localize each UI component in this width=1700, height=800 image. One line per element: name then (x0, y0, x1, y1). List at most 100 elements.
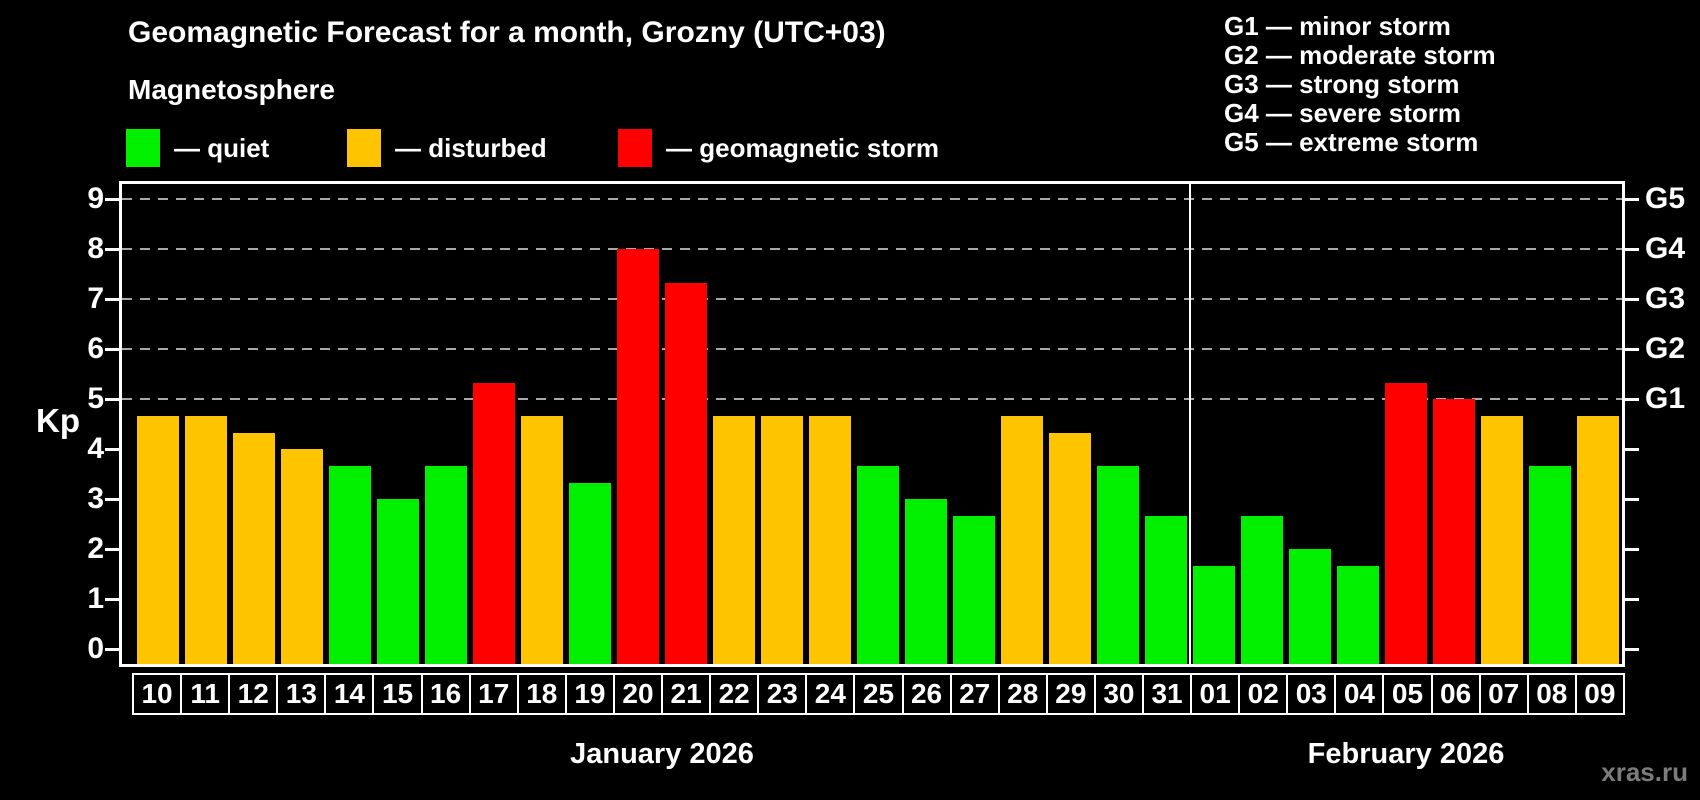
day-cell-22: 22 (709, 675, 757, 713)
kp-bar-19 (569, 482, 611, 664)
day-cell-06: 06 (1430, 675, 1479, 713)
day-cell-24: 24 (805, 675, 853, 713)
storm-scale-legend: G1 — minor storm G2 — moderate storm G3 … (1224, 12, 1496, 157)
kp-bar-13 (281, 449, 323, 664)
quiet-color-swatch (126, 129, 160, 167)
disturbed-legend-label: — disturbed (395, 132, 547, 163)
left-tick-3 (105, 498, 119, 501)
gridline-7 (122, 298, 1622, 300)
kp-bar-28 (1001, 415, 1043, 664)
legend-item-storm: — geomagnetic storm (618, 129, 939, 167)
left-tick-7 (105, 298, 119, 301)
day-cell-29: 29 (1045, 675, 1094, 713)
kp-bar-06 (1433, 399, 1475, 664)
y-tick-label-3: 3 (87, 482, 104, 515)
storm-color-swatch (618, 129, 652, 167)
y-tick-label-7: 7 (87, 282, 104, 315)
day-cell-15: 15 (372, 675, 420, 713)
right-tick-8 (1625, 248, 1639, 251)
kp-bar-22 (713, 415, 755, 664)
day-cell-21: 21 (661, 675, 709, 713)
g-scale-label-g3: G3 (1645, 282, 1686, 315)
day-cell-04: 04 (1334, 675, 1382, 713)
kp-bar-07 (1481, 415, 1523, 664)
g5-legend-line: G5 — extreme storm (1224, 127, 1479, 157)
kp-bar-24 (809, 415, 851, 664)
day-cell-17: 17 (468, 675, 517, 713)
day-cell-16: 16 (420, 675, 469, 713)
g2-legend-line: G2 — moderate storm (1224, 40, 1496, 70)
quiet-legend-label: — quiet (174, 132, 270, 163)
day-cell-14: 14 (324, 675, 372, 713)
gridline-8 (122, 248, 1622, 250)
kp-bar-12 (233, 432, 275, 664)
kp-bar-04 (1337, 565, 1379, 664)
right-tick-4 (1625, 448, 1639, 451)
chart-title: Geomagnetic Forecast for a month, Grozny… (128, 16, 886, 49)
right-tick-7 (1625, 298, 1639, 301)
kp-bar-26 (905, 499, 947, 664)
day-cell-03: 03 (1286, 675, 1334, 713)
day-cell-31: 31 (1141, 675, 1190, 713)
kp-bar-03 (1289, 549, 1331, 664)
day-cell-01: 01 (1190, 675, 1238, 713)
g-scale-label-g5: G5 (1645, 182, 1686, 215)
day-cell-26: 26 (901, 675, 950, 713)
g-scale-label-g1: G1 (1645, 382, 1686, 415)
kp-axis-label: Kp (36, 402, 80, 439)
day-cell-09: 09 (1574, 675, 1623, 713)
g4-legend-line: G4 — severe storm (1224, 98, 1462, 128)
g3-legend-line: G3 — strong storm (1224, 69, 1460, 99)
kp-bar-16 (425, 465, 467, 664)
day-cell-12: 12 (228, 675, 276, 713)
kp-bar-14 (329, 465, 371, 664)
day-cell-27: 27 (949, 675, 998, 713)
right-tick-1 (1625, 598, 1639, 601)
kp-bar-18 (521, 415, 563, 664)
right-tick-6 (1625, 348, 1639, 351)
day-cell-18: 18 (516, 675, 565, 713)
y-tick-label-1: 1 (87, 582, 104, 615)
right-tick-0 (1625, 648, 1639, 651)
y-tick-label-2: 2 (87, 532, 104, 565)
day-cell-28: 28 (997, 675, 1046, 713)
right-tick-5 (1625, 398, 1639, 401)
y-tick-label-6: 6 (87, 332, 104, 365)
kp-bar-27 (953, 515, 995, 664)
day-cell-25: 25 (853, 675, 901, 713)
left-tick-4 (105, 448, 119, 451)
kp-bar-21 (665, 282, 707, 664)
g-scale-label-g2: G2 (1645, 332, 1686, 365)
month-label-january: January 2026 (570, 738, 754, 770)
day-cell-13: 13 (276, 675, 324, 713)
kp-bar-11 (185, 415, 227, 664)
right-tick-9 (1625, 198, 1639, 201)
day-cell-08: 08 (1526, 675, 1575, 713)
month-label-february: February 2026 (1307, 738, 1505, 770)
kp-bar-25 (857, 465, 899, 664)
day-cell-23: 23 (757, 675, 805, 713)
gridline-9 (122, 198, 1622, 200)
g-scale-label-g4: G4 (1645, 232, 1686, 265)
kp-bar-15 (377, 499, 419, 664)
legend-item-quiet: — quiet (126, 129, 269, 167)
gridline-6 (122, 348, 1622, 350)
day-cell-19: 19 (564, 675, 613, 713)
kp-bar-09 (1577, 415, 1619, 664)
kp-bar-17 (473, 382, 515, 664)
left-tick-6 (105, 348, 119, 351)
kp-bar-08 (1529, 465, 1571, 664)
kp-bar-10 (137, 415, 179, 664)
legend-item-disturbed: — disturbed (347, 129, 547, 167)
day-cell-20: 20 (612, 675, 661, 713)
day-cell-05: 05 (1382, 675, 1430, 713)
storm-legend-label: — geomagnetic storm (666, 132, 940, 163)
left-tick-8 (105, 248, 119, 251)
kp-bar-29 (1049, 432, 1091, 664)
y-tick-label-5: 5 (87, 382, 104, 415)
disturbed-color-swatch (347, 129, 381, 167)
kp-bar-23 (761, 415, 803, 664)
day-cell-07: 07 (1478, 675, 1527, 713)
y-tick-label-9: 9 (87, 182, 104, 215)
left-tick-2 (105, 548, 119, 551)
